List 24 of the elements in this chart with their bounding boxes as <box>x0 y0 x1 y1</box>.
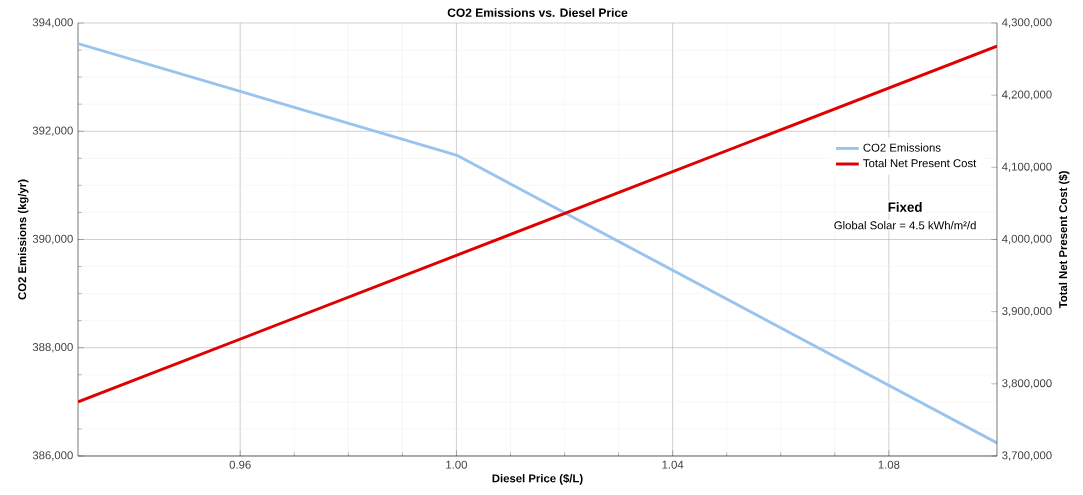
y-tick-label: 394,000 <box>32 18 73 28</box>
legend-label: CO2 Emissions <box>863 143 941 152</box>
annotation: Global Solar = 4.5 kWh/m²/d <box>834 221 976 230</box>
x-tick-label: 0.96 <box>229 460 251 469</box>
y2-tick-label: 4,000,000 <box>1001 234 1052 245</box>
chart-title: CO2 Emissions vs. Diesel Price <box>447 8 628 17</box>
y-tick-label: 388,000 <box>32 343 73 353</box>
x-tick-label: 1.04 <box>662 460 684 469</box>
annotation: Fixed <box>888 202 922 212</box>
y-tick-label: 390,000 <box>32 234 73 245</box>
y-tick-label: 392,000 <box>32 126 73 136</box>
x-tick-label: 1.08 <box>878 460 900 469</box>
y2-axis-title: Total Net Present Cost ($) <box>1058 171 1070 309</box>
y-axis-title: CO2 Emissions (kg/yr) <box>17 179 29 300</box>
y-tick-label: 386,000 <box>32 451 73 461</box>
x-axis-title: Diesel Price ($/L) <box>492 473 583 485</box>
x-tick-label: 1.00 <box>446 460 467 469</box>
y2-tick-label: 3,800,000 <box>1002 379 1052 389</box>
legend-label: Total Net Present Cost <box>863 158 977 168</box>
y2-tick-label: 4,100,000 <box>1001 162 1052 172</box>
y2-tick-label: 4,300,000 <box>1001 18 1052 28</box>
y2-tick-label: 3,900,000 <box>1002 306 1052 317</box>
y2-tick-label: 3,700,000 <box>1002 451 1052 461</box>
y2-tick-label: 4,200,000 <box>1001 90 1052 100</box>
